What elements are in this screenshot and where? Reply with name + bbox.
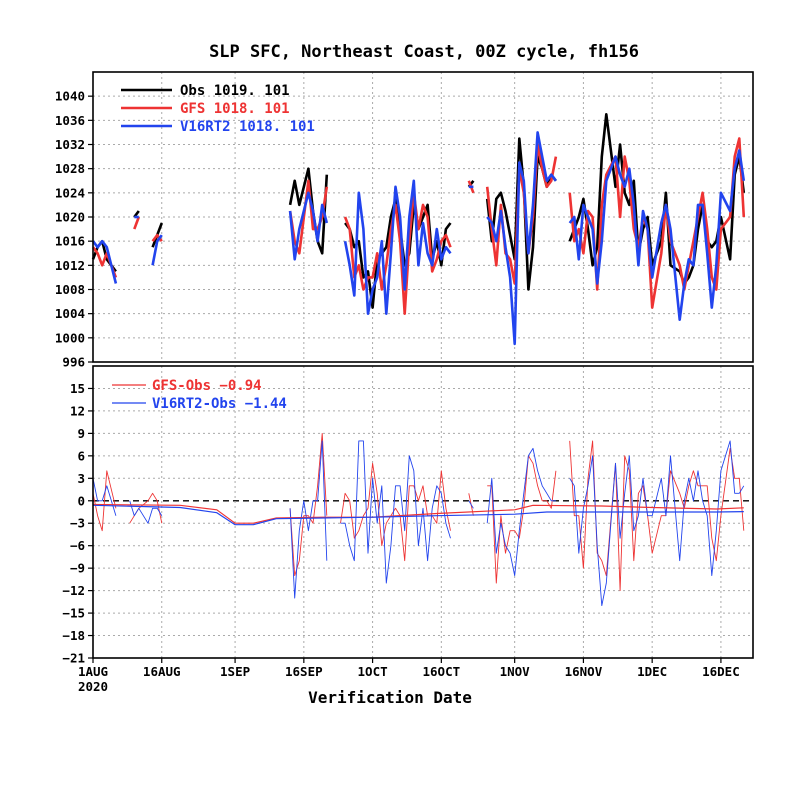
x-tick-label: 1AUG [78, 664, 108, 679]
x-tick-label: 16OCT [423, 664, 461, 679]
diff-tick-label: −6 [70, 538, 85, 553]
slp-tick-label: 1000 [55, 330, 85, 345]
diff-tick-label: 9 [77, 426, 85, 441]
diff-tick-label: −12 [62, 583, 85, 598]
diff-legend: GFS-Obs −0.94 V16RT2-Obs −1.44 [112, 378, 287, 412]
diff-tick-label: 0 [77, 493, 85, 508]
v16rt2-series-line [288, 191, 329, 261]
v16rt2-series-line [568, 149, 746, 322]
slp-tick-label: 1020 [55, 210, 85, 225]
diff-tick-label: 6 [77, 448, 85, 463]
gfs-minus-obs-line [487, 455, 557, 584]
diff-panel-frame [92, 365, 754, 659]
x-year-label: 2020 [78, 679, 108, 694]
obs-series-line [288, 167, 329, 255]
slp-tick-label: 1028 [55, 161, 85, 176]
diff-legend-entry: GFS-Obs −0.94 [152, 378, 262, 394]
v16rt2-minus-obs-line [569, 440, 745, 607]
v16rt2-minus-obs-line [340, 440, 451, 584]
v16rt2-minus-obs-line [486, 447, 556, 577]
slp-tick-label: 1040 [55, 89, 85, 104]
slp-legend-entry: V16RT2 1018. 101 [180, 119, 315, 135]
slp-tick-label: 1016 [55, 234, 85, 249]
v16rt2-minus-obs-line [129, 500, 163, 524]
x-tick-label: 16NOV [565, 664, 603, 679]
gfs-running-mean-line [92, 503, 744, 524]
diff-tick-label: 12 [70, 403, 85, 418]
gfs-minus-obs-line [92, 470, 117, 532]
v16rt2-series-line [343, 179, 452, 316]
x-tick-label: 1OCT [358, 664, 388, 679]
x-tick-label: 16SEP [285, 664, 323, 679]
diff-tick-label: −3 [70, 516, 85, 531]
diff-panel: −21 −18 −15 −12 −9 −6 −3 0 3 6 9 12 15 GFS-Obs −0.94… [62, 365, 754, 666]
slp-tick-label: 1036 [55, 113, 85, 128]
x-tick-label: 1NOV [500, 664, 531, 679]
x-tick-label: 1DEC [637, 664, 667, 679]
chart-title: SLP SFC, Northeast Coast, 00Z cycle, fh1… [209, 42, 639, 62]
slp-legend-entry: GFS 1018. 101 [180, 101, 290, 117]
diff-tick-label: 3 [77, 471, 85, 486]
x-tick-label: 16AUG [143, 664, 181, 679]
diff-tick-label: −9 [70, 561, 85, 576]
obs-series-line [485, 137, 557, 291]
x-tick-label: 16DEC [702, 664, 740, 679]
gfs-series-line [485, 143, 558, 285]
slp-tick-label: 996 [62, 355, 85, 370]
slp-panel: 996 1000 1004 1008 1012 1016 1020 1024 1028 1032 1… [55, 71, 754, 370]
v16rt2-minus-obs-line [289, 440, 328, 599]
gfs-series-line [133, 216, 141, 230]
v16rt2-minus-obs-line [92, 478, 117, 516]
x-axis-label: Verification Date [308, 688, 472, 707]
slp-tick-label: 1008 [55, 282, 85, 297]
diff-tick-label: 15 [70, 381, 85, 396]
diff-tick-label: −18 [62, 628, 85, 643]
slp-tick-label: 1004 [55, 306, 85, 321]
slp-legend-entry: Obs 1019. 101 [180, 83, 290, 99]
v16rt2-series-line [151, 234, 163, 266]
v16rt2-minus-obs-line [468, 500, 474, 509]
v16rt2-series-line [486, 131, 557, 346]
slp-tick-label: 1024 [55, 185, 85, 200]
v16rt2-running-mean-line [92, 504, 744, 526]
slp-tick-label: 1012 [55, 258, 85, 273]
slp-panel-frame [92, 71, 754, 363]
v16rt2-series-line [91, 239, 118, 284]
diff-tick-label: −15 [62, 606, 85, 621]
x-tick-label: 1SEP [220, 664, 250, 679]
diff-tick-label: −21 [62, 651, 85, 666]
slp-legend: Obs 1019. 101 GFS 1018. 101 V16RT2 1018. 1… [121, 83, 315, 135]
diff-legend-entry: V16RT2-Obs −1.44 [152, 396, 287, 412]
gfs-series-line [343, 191, 452, 316]
slp-tick-label: 1032 [55, 137, 85, 152]
